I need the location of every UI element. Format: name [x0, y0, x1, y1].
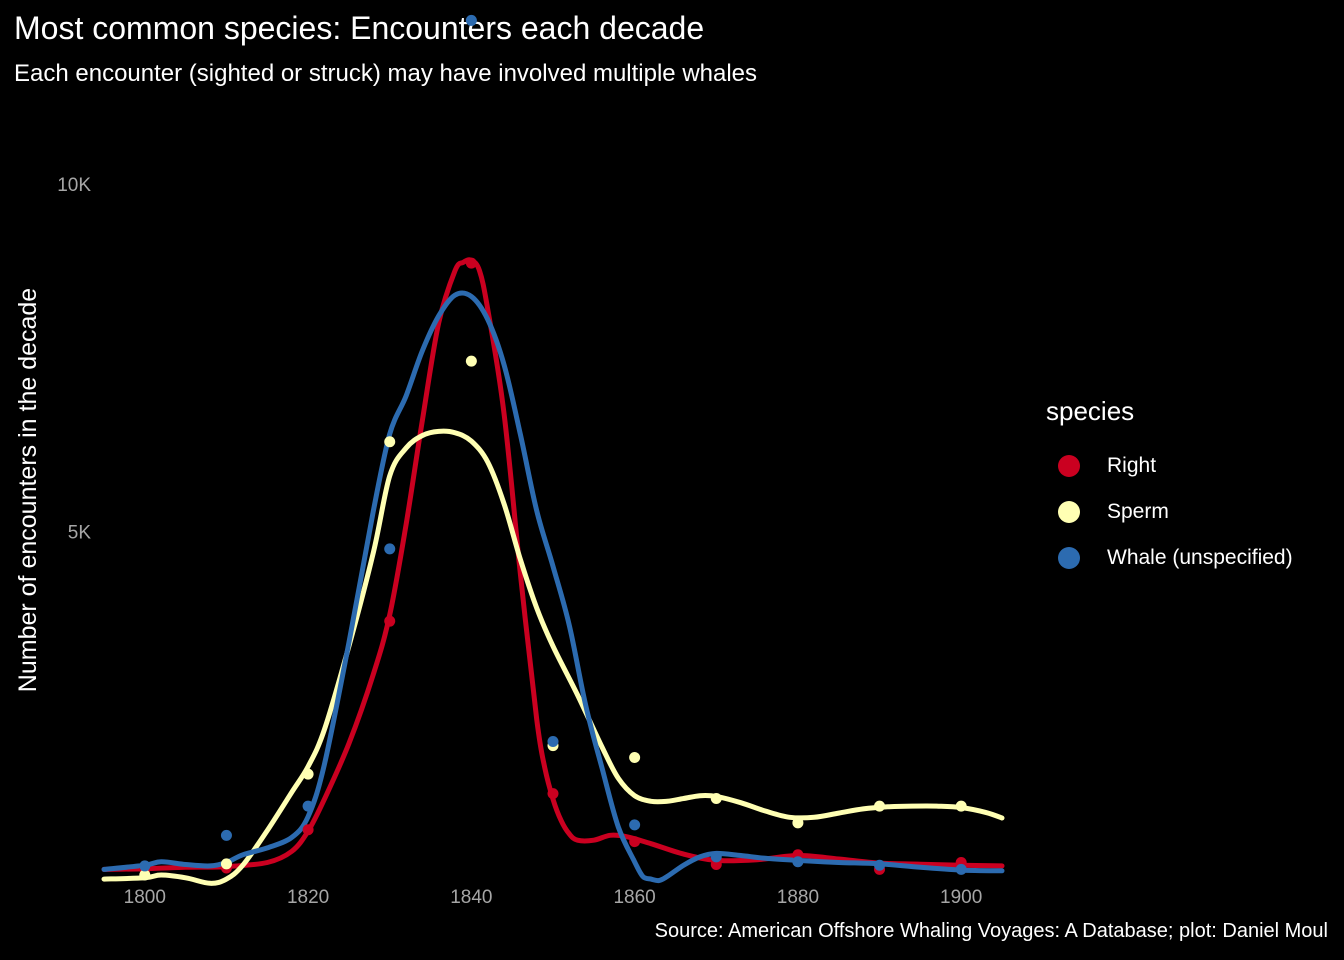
x-tick-label: 1800 [124, 887, 166, 908]
data-point-sperm [874, 800, 886, 812]
legend: species Right Sperm Whale (unspecified) [1046, 396, 1293, 581]
data-point-right [547, 788, 559, 800]
data-point-right [384, 615, 396, 627]
data-point-whale-unspecified [710, 851, 722, 863]
legend-item-right: Right [1046, 443, 1293, 489]
legend-key [1058, 501, 1080, 523]
data-point-sperm [302, 768, 314, 780]
x-tick-label: 1840 [450, 887, 492, 908]
x-tick-label: 1900 [940, 887, 982, 908]
y-axis-title: Number of encounters in the decade [14, 288, 42, 692]
trend-line-sperm [101, 428, 1005, 886]
data-point-sperm [220, 858, 232, 870]
data-point-whale-unspecified [955, 863, 967, 875]
legend-label: Whale (unspecified) [1107, 546, 1293, 569]
legend-items: Right Sperm Whale (unspecified) [1046, 443, 1293, 581]
legend-item-sperm: Sperm [1046, 489, 1293, 535]
legend-title: species [1046, 396, 1135, 426]
x-tick-label: 1880 [777, 887, 819, 908]
legend-item-whale-unspecified: Whale (unspecified) [1046, 535, 1293, 581]
legend-key [1058, 455, 1080, 477]
legend-key [1058, 547, 1080, 569]
data-point-whale-unspecified [792, 856, 804, 868]
chart-caption: Source: American Offshore Whaling Voyage… [654, 920, 1328, 942]
data-point-right [465, 257, 477, 269]
chart-title: Most common species: Encounters each dec… [14, 10, 705, 46]
data-point-whale-unspecified [384, 543, 396, 555]
data-point-whale-unspecified [547, 735, 559, 747]
data-point-sperm [139, 869, 151, 881]
data-point-right [629, 836, 641, 848]
y-axis-ticks: 5K 10K [57, 175, 91, 544]
series-points [139, 14, 967, 881]
data-point-sperm [955, 800, 967, 812]
chart-subtitle: Each encounter (sighted or struck) may h… [14, 60, 758, 87]
y-tick-label: 5K [68, 522, 92, 543]
data-point-whale-unspecified [302, 800, 314, 812]
data-point-sperm [710, 792, 722, 804]
legend-label: Sperm [1107, 500, 1169, 523]
x-axis-ticks: 1800 1820 1840 1860 1880 1900 [124, 887, 983, 908]
data-point-sperm [384, 436, 396, 448]
data-point-whale-unspecified [629, 819, 641, 831]
legend-label: Right [1107, 454, 1157, 477]
data-point-whale-unspecified [139, 860, 151, 872]
data-point-right [710, 859, 722, 871]
data-point-whale-unspecified [220, 829, 232, 841]
data-point-sperm [629, 751, 641, 763]
trend-line-whale-unspecified [101, 290, 1005, 884]
data-point-whale-unspecified [874, 859, 886, 871]
data-point-whale-unspecified [465, 14, 477, 26]
data-point-sperm [465, 355, 477, 367]
x-tick-label: 1820 [287, 887, 329, 908]
x-tick-label: 1860 [613, 887, 655, 908]
data-point-right [302, 824, 314, 836]
data-point-sperm [792, 817, 804, 829]
y-tick-label: 10K [57, 175, 91, 196]
